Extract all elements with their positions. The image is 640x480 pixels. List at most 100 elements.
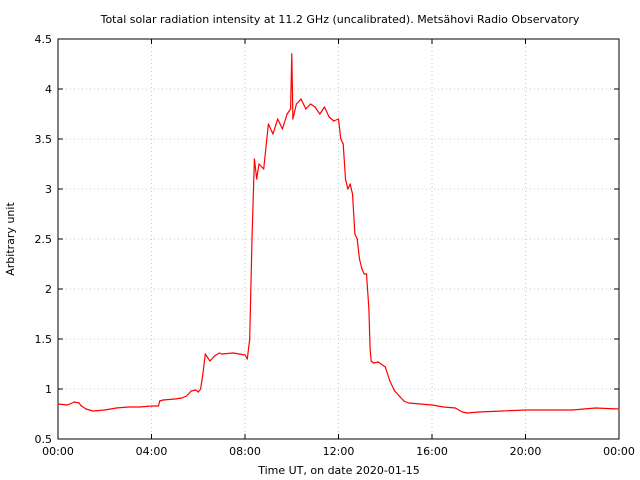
y-tick-label: 1 [45, 383, 52, 396]
radiation-series-line [57, 53, 620, 414]
x-tick-label: 08:00 [229, 445, 261, 458]
y-tick-label: 2 [45, 283, 52, 296]
data-point [419, 403, 421, 405]
data-point [340, 138, 342, 140]
x-tick-label: 20:00 [510, 445, 542, 458]
data-point [66, 404, 68, 406]
data-point [361, 268, 363, 270]
data-point [104, 409, 106, 411]
data-point [358, 258, 361, 260]
data-point [80, 405, 82, 407]
data-point [595, 407, 597, 409]
y-tick-label: 2.5 [35, 233, 53, 246]
data-point [368, 308, 370, 310]
data-point [85, 408, 87, 410]
data-point [333, 120, 335, 122]
y-tick-label: 0.5 [35, 433, 53, 446]
data-point [186, 395, 188, 397]
data-point [200, 388, 202, 390]
data-point [258, 163, 260, 165]
data-point [431, 404, 433, 406]
data-point [342, 143, 344, 145]
data-point [319, 113, 321, 115]
data-point [190, 390, 192, 392]
data-point [618, 408, 620, 410]
data-point [218, 352, 220, 354]
data-point [403, 400, 405, 402]
y-tick-label: 4 [45, 83, 52, 96]
data-point [443, 406, 445, 408]
data-point [277, 118, 279, 120]
data-point [524, 409, 527, 411]
data-point [272, 133, 274, 135]
data-point [314, 106, 316, 108]
data-point [78, 402, 80, 404]
data-point [202, 373, 204, 375]
data-point [323, 106, 326, 108]
data-point [370, 360, 372, 362]
data-point [181, 397, 183, 399]
data-point [214, 355, 216, 357]
data-point [354, 233, 356, 235]
grid-lines [58, 39, 619, 439]
data-point [454, 407, 456, 409]
data-point [377, 361, 379, 363]
data-point [139, 406, 141, 408]
data-point [292, 118, 294, 120]
series-layer [57, 53, 620, 414]
data-point [583, 408, 585, 410]
data-point [501, 410, 503, 412]
data-point [204, 353, 206, 355]
data-point [291, 53, 293, 55]
data-point [115, 407, 117, 409]
data-point [344, 178, 347, 180]
data-point [159, 400, 161, 402]
y-tick-label: 1.5 [35, 333, 53, 346]
data-point [150, 405, 153, 407]
data-point [73, 401, 75, 403]
data-point [195, 389, 197, 391]
data-point [246, 358, 248, 360]
data-point [221, 353, 223, 355]
data-point [263, 168, 265, 170]
data-point [232, 352, 234, 354]
data-point [347, 188, 349, 190]
data-point [174, 398, 176, 400]
data-point [197, 391, 199, 393]
data-point [478, 411, 480, 413]
data-point [244, 354, 246, 356]
data-point [251, 238, 253, 240]
data-point [548, 409, 550, 411]
data-point [209, 360, 211, 362]
data-point [356, 238, 358, 240]
data-point [127, 406, 129, 408]
x-tick-label: 12:00 [323, 445, 355, 458]
x-axis-label: Time UT, on date 2020-01-15 [257, 464, 420, 477]
data-point [286, 113, 288, 115]
data-point [394, 390, 396, 392]
data-point [290, 108, 292, 110]
data-point [249, 338, 251, 340]
data-point [92, 410, 94, 412]
x-tick-label: 16:00 [416, 445, 448, 458]
data-point [351, 193, 354, 195]
data-point [157, 405, 160, 407]
data-point [267, 123, 269, 125]
data-point [337, 118, 340, 120]
data-point [384, 366, 386, 368]
data-point [466, 412, 468, 414]
data-point [256, 178, 258, 180]
data-point [300, 98, 302, 100]
data-point [328, 116, 330, 118]
data-point [349, 183, 351, 185]
data-point [305, 108, 307, 110]
data-point [369, 348, 371, 350]
data-point [408, 402, 410, 404]
data-point [295, 103, 297, 105]
data-point [57, 403, 59, 405]
data-point [162, 399, 164, 401]
data-point [253, 158, 255, 160]
axis-ticks: 00:00 04:00 08:00 12:00 16:00 20:00 00:000.511… [35, 33, 635, 458]
x-tick-label: 00:00 [603, 445, 635, 458]
